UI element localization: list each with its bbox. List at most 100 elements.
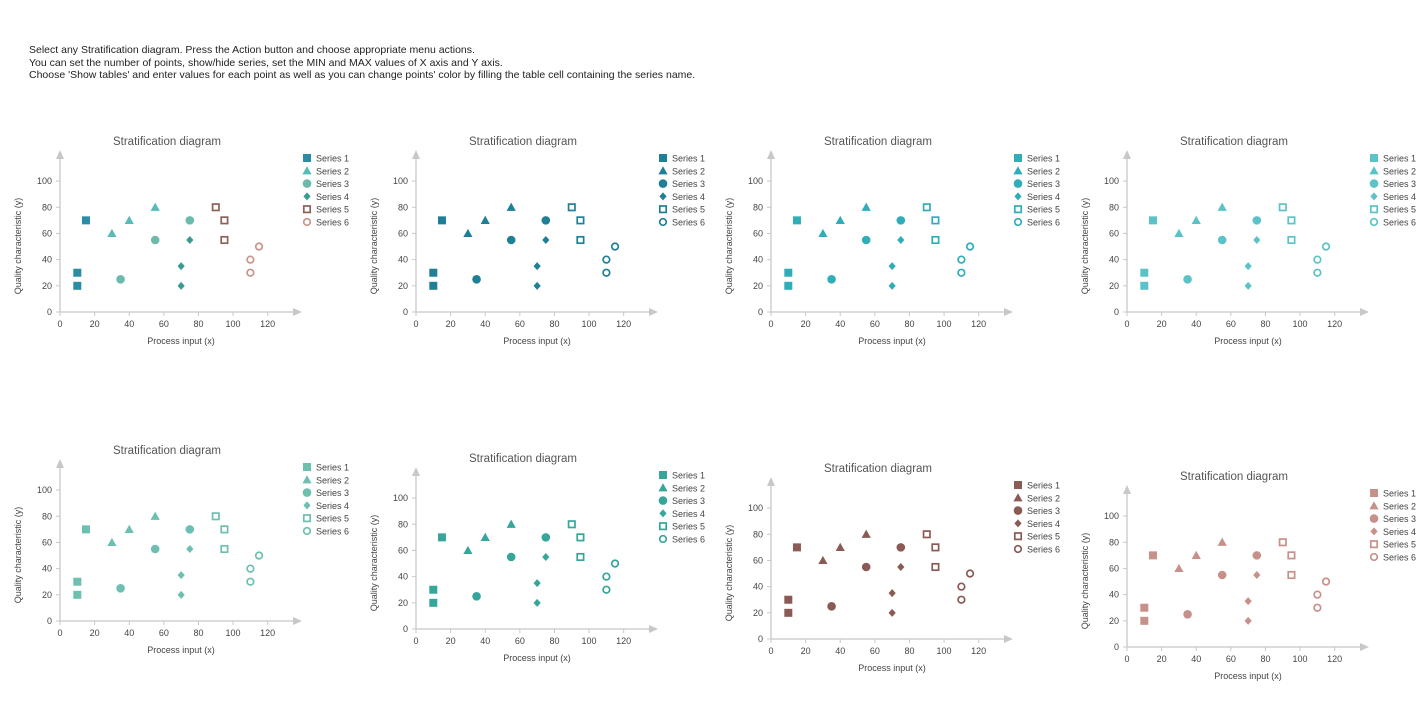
series-1-point[interactable]	[81, 216, 90, 225]
series-4-point[interactable]	[888, 608, 896, 617]
series-6-point[interactable]	[246, 564, 255, 573]
legend-marker-3[interactable]	[302, 488, 312, 497]
legend-marker-3[interactable]	[1369, 179, 1379, 188]
series-1-point[interactable]	[73, 590, 82, 599]
series-1-point[interactable]	[73, 268, 82, 277]
series-2-point[interactable]	[1191, 550, 1201, 559]
series-4-point[interactable]	[542, 553, 550, 561]
series-2-point[interactable]	[124, 524, 134, 533]
series-2-point[interactable]	[107, 228, 117, 238]
series-2-point[interactable]	[480, 532, 490, 541]
series-5-point[interactable]	[211, 512, 220, 521]
series-3-point[interactable]	[116, 274, 125, 284]
legend-marker-1[interactable]	[303, 463, 311, 471]
series-1-point[interactable]	[437, 533, 446, 542]
series-6-point[interactable]	[957, 255, 966, 264]
legend-marker-6[interactable]	[1369, 217, 1379, 227]
series-2-point[interactable]	[861, 529, 871, 538]
legend-marker-2[interactable]	[658, 166, 668, 175]
series-4-point[interactable]	[177, 590, 185, 599]
legend-marker-2[interactable]	[302, 166, 312, 175]
series-1-point[interactable]	[81, 525, 90, 534]
series-6-point[interactable]	[246, 577, 255, 586]
series-2-point[interactable]	[835, 215, 845, 224]
legend-marker-5[interactable]	[1013, 532, 1023, 541]
legend-marker-1[interactable]	[1014, 481, 1022, 489]
series-3-point[interactable]	[1252, 216, 1262, 225]
series-5-point[interactable]	[567, 520, 576, 529]
series-1-point[interactable]	[1140, 281, 1149, 290]
stratification-chart-2[interactable]: Stratification diagram 0 20 40 60 80 100 120 0 20…	[356, 130, 712, 361]
series-3-point[interactable]	[541, 533, 551, 542]
series-4-point[interactable]	[533, 579, 541, 588]
legend-marker-2[interactable]	[1369, 166, 1379, 175]
series-1-point[interactable]	[429, 585, 438, 594]
series-2-point[interactable]	[506, 519, 516, 528]
series-3-point[interactable]	[185, 216, 195, 225]
series-2-point[interactable]	[150, 202, 160, 211]
series-3-point[interactable]	[1217, 570, 1227, 580]
series-1-point[interactable]	[429, 268, 438, 277]
series-4-point[interactable]	[1244, 597, 1252, 606]
series-1-point[interactable]	[792, 216, 801, 225]
series-5-point[interactable]	[1278, 203, 1287, 212]
series-3-point[interactable]	[896, 543, 906, 552]
series-2-point[interactable]	[463, 545, 473, 555]
legend-marker-2[interactable]	[1013, 166, 1023, 175]
series-3-point[interactable]	[506, 552, 516, 562]
series-5-point[interactable]	[211, 203, 220, 212]
series-2-point[interactable]	[835, 542, 845, 551]
series-6-point[interactable]	[254, 242, 264, 251]
series-2-point[interactable]	[150, 511, 160, 520]
series-1-point[interactable]	[784, 268, 793, 277]
legend-marker-3[interactable]	[1013, 506, 1023, 515]
series-3-point[interactable]	[150, 235, 160, 245]
series-4-point[interactable]	[186, 236, 194, 244]
series-1-point[interactable]	[784, 281, 793, 290]
series-2-point[interactable]	[818, 228, 828, 238]
series-4-point[interactable]	[177, 571, 185, 580]
series-2-point[interactable]	[1174, 228, 1184, 238]
legend-marker-1[interactable]	[659, 154, 667, 162]
series-3-point[interactable]	[1252, 551, 1262, 560]
series-3-point[interactable]	[896, 216, 906, 225]
series-4-point[interactable]	[888, 262, 896, 271]
legend-marker-3[interactable]	[658, 179, 668, 188]
stratification-chart-4[interactable]: Stratification diagram 0 20 40 60 80 100 120 0 20…	[1067, 130, 1423, 361]
legend-marker-4[interactable]	[1014, 519, 1022, 528]
series-3-point[interactable]	[1183, 609, 1192, 619]
legend-marker-5[interactable]	[658, 205, 668, 214]
legend-marker-3[interactable]	[658, 496, 668, 505]
legend-marker-3[interactable]	[1369, 514, 1379, 523]
series-4-point[interactable]	[1244, 616, 1252, 625]
series-5-point[interactable]	[567, 203, 576, 212]
legend-marker-1[interactable]	[1370, 154, 1378, 162]
series-6-point[interactable]	[610, 242, 620, 251]
series-3-point[interactable]	[541, 216, 551, 225]
series-6-point[interactable]	[602, 585, 611, 594]
series-5-point[interactable]	[576, 533, 585, 542]
legend-marker-5[interactable]	[658, 522, 668, 531]
series-6-point[interactable]	[1313, 603, 1322, 612]
legend-marker-3[interactable]	[302, 179, 312, 188]
series-6-point[interactable]	[965, 242, 975, 251]
legend-marker-6[interactable]	[302, 526, 312, 536]
legend-marker-2[interactable]	[658, 483, 668, 492]
series-5-point[interactable]	[931, 216, 940, 225]
legend-marker-5[interactable]	[302, 514, 312, 523]
series-1-point[interactable]	[784, 608, 793, 617]
series-4-point[interactable]	[888, 281, 896, 290]
series-4-point[interactable]	[1244, 281, 1252, 290]
series-3-point[interactable]	[472, 274, 481, 284]
series-2-point[interactable]	[124, 215, 134, 224]
series-3-point[interactable]	[1183, 274, 1192, 284]
series-3-point[interactable]	[827, 601, 836, 611]
legend-marker-6[interactable]	[1369, 552, 1379, 562]
series-1-point[interactable]	[784, 595, 793, 604]
series-1-point[interactable]	[1140, 268, 1149, 277]
series-2-point[interactable]	[818, 555, 828, 565]
series-6-point[interactable]	[957, 595, 966, 604]
stratification-chart-1[interactable]: Stratification diagram 0 20 40 60 80 100 120 0 20…	[0, 130, 356, 361]
series-5-point[interactable]	[576, 216, 585, 225]
series-3-point[interactable]	[1217, 235, 1227, 245]
